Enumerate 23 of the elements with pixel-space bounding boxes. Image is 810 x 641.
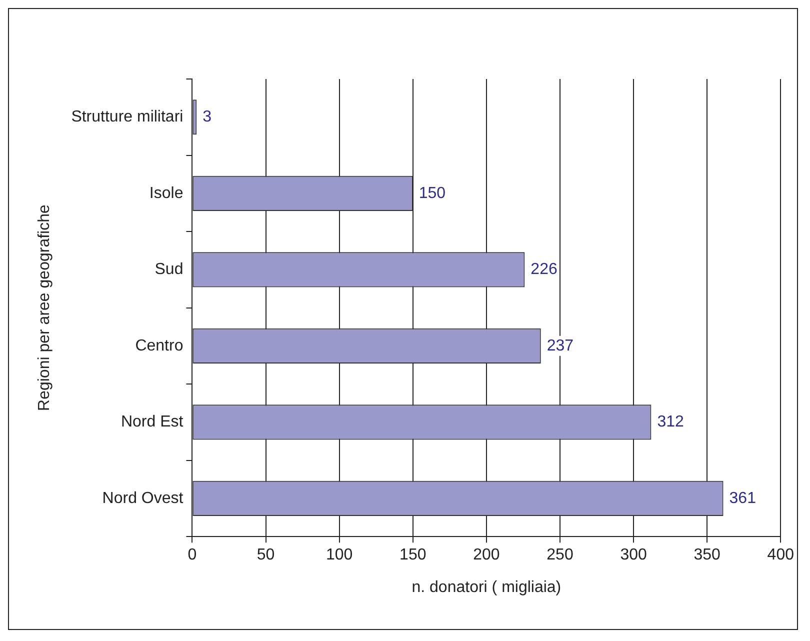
y-tick-label: Isole <box>149 184 184 202</box>
data-label: 237 <box>546 337 574 354</box>
x-tick-label: 200 <box>473 546 500 564</box>
y-tick-label: Nord Est <box>120 414 184 431</box>
x-tick-label: 300 <box>620 546 647 564</box>
x-tick-label: 100 <box>326 546 353 564</box>
x-tick-label: 350 <box>694 546 721 564</box>
x-tick-label: 150 <box>400 546 426 564</box>
data-label: 361 <box>729 490 756 507</box>
x-tick-label: 0 <box>188 546 197 564</box>
x-axis-title: n. donatori ( migliaia) <box>412 578 562 596</box>
data-label: 312 <box>657 414 684 431</box>
x-tick-label: 50 <box>256 546 275 564</box>
x-tick-label: 400 <box>767 546 794 564</box>
y-tick-label: Centro <box>135 337 184 354</box>
y-tick-label: Sud <box>154 261 184 278</box>
data-label: 150 <box>418 184 446 202</box>
y-tick-label: Nord Ovest <box>102 490 184 507</box>
y-axis-title: Regioni per aree geografiche <box>36 204 54 411</box>
x-tick-label: 250 <box>546 546 574 564</box>
data-label: 3 <box>202 108 212 126</box>
data-label: 226 <box>530 261 558 278</box>
y-tick-label: Strutture militari <box>71 108 184 126</box>
